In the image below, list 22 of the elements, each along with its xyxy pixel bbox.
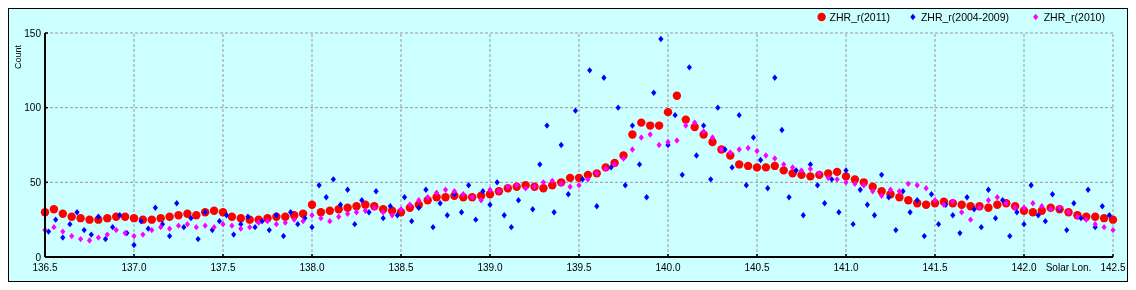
legend-label: ZHR_r(2011) xyxy=(829,11,891,23)
y-axis-title: Count xyxy=(13,44,23,70)
y-tick-label: 100 xyxy=(24,102,42,114)
x-axis-title: Solar Lon. xyxy=(1045,262,1092,273)
x-tick-label: 138.0 xyxy=(299,262,325,273)
x-tick-label: 142.5 xyxy=(1100,262,1126,273)
x-tick-label: 138.5 xyxy=(388,262,414,273)
legend-label: ZHR_r(2010) xyxy=(1043,11,1105,23)
y-tick-label: 50 xyxy=(29,176,42,188)
x-tick-label: 142.0 xyxy=(1011,262,1037,273)
x-tick-label: 137.0 xyxy=(121,262,147,273)
legend-label: ZHR_r(2004-2009) xyxy=(920,11,1010,23)
x-tick-label: 141.5 xyxy=(922,262,948,273)
x-tick-label: 137.5 xyxy=(210,262,236,273)
x-tick-label: 136.5 xyxy=(32,262,58,273)
x-tick-label: 140.5 xyxy=(744,262,770,273)
x-tick-label: 139.5 xyxy=(566,262,592,273)
x-tick-label: 139.0 xyxy=(477,262,503,273)
x-tick-label: 140.0 xyxy=(655,262,681,273)
y-tick-label: 0 xyxy=(35,251,42,263)
x-tick-label: 141.0 xyxy=(833,262,859,273)
y-tick-label: 150 xyxy=(24,27,42,39)
